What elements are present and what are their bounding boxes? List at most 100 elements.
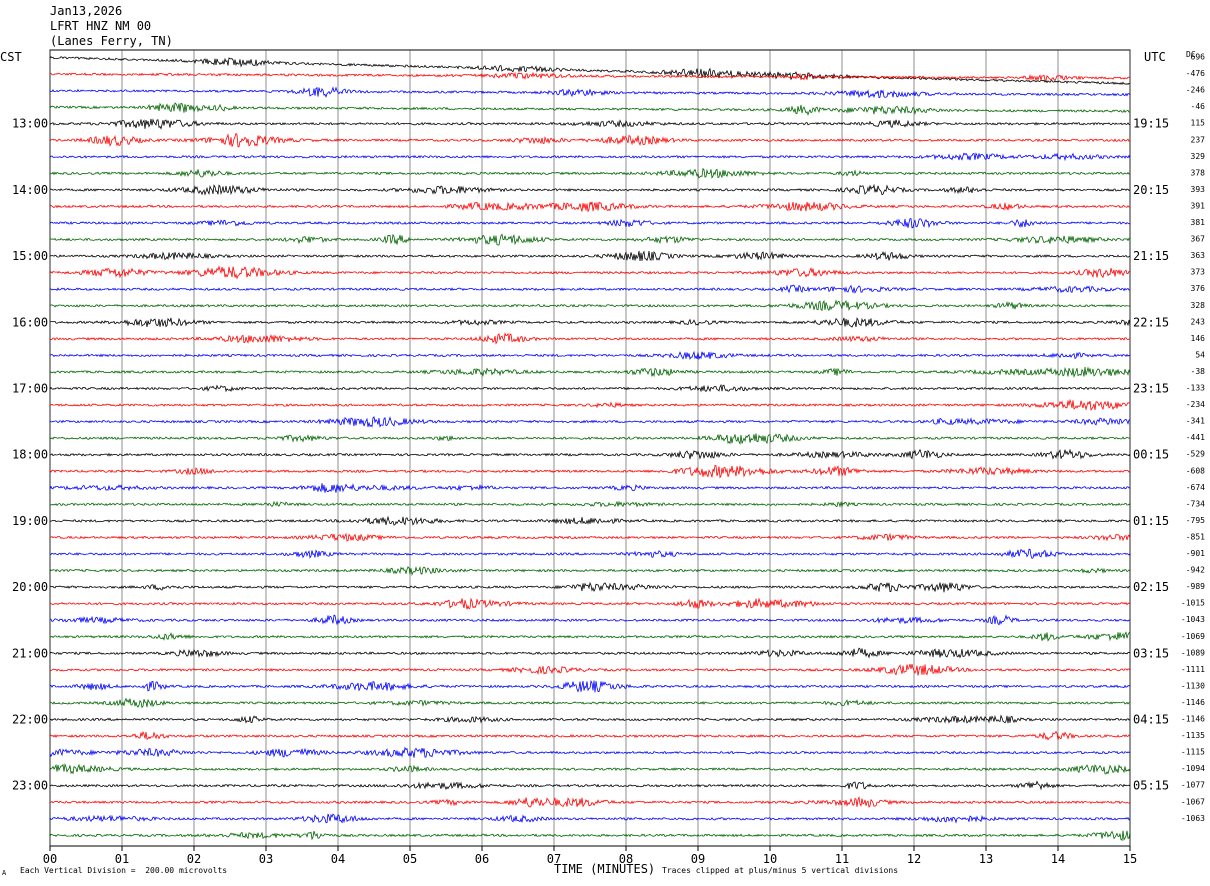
trace-line bbox=[49, 250, 1131, 262]
trace-line bbox=[49, 284, 1131, 294]
trace-line bbox=[49, 631, 1131, 642]
x-tick-label: 12 bbox=[907, 852, 921, 866]
trace-line bbox=[49, 515, 1131, 526]
dc-offset-label: 115 bbox=[1191, 119, 1206, 128]
trace-line bbox=[49, 548, 1131, 559]
dc-offset-label: 146 bbox=[1191, 334, 1206, 343]
dc-offset-label: -1146 bbox=[1181, 698, 1205, 707]
trace-line bbox=[49, 448, 1131, 460]
left-hour-label: 14:00 bbox=[12, 183, 48, 197]
right-hour-label: 20:15 bbox=[1133, 183, 1169, 197]
dc-offset-label: -1043 bbox=[1181, 615, 1205, 624]
dc-offset-label: 381 bbox=[1191, 218, 1206, 227]
dc-offset-label: 391 bbox=[1191, 201, 1206, 210]
x-tick-label: 04 bbox=[331, 852, 345, 866]
trace-line bbox=[49, 697, 1131, 709]
trace-line bbox=[49, 218, 1131, 229]
trace-line bbox=[49, 317, 1131, 328]
trace-line bbox=[49, 813, 1131, 824]
trace-line bbox=[49, 71, 1131, 82]
dc-offset-header: DC bbox=[1186, 50, 1196, 59]
dc-offset-label: 376 bbox=[1191, 284, 1206, 293]
trace-line bbox=[49, 433, 1131, 445]
trace-line bbox=[49, 332, 1131, 345]
left-hour-label: 21:00 bbox=[12, 646, 48, 660]
trace-line bbox=[49, 581, 1131, 593]
trace-line bbox=[49, 780, 1131, 791]
left-hour-label: 13:00 bbox=[12, 117, 48, 131]
trace-line bbox=[49, 762, 1131, 775]
trace-line bbox=[49, 500, 1131, 508]
left-hour-label: 18:00 bbox=[12, 448, 48, 462]
left-hour-label: 22:00 bbox=[12, 713, 48, 727]
dc-offset-label: 243 bbox=[1191, 317, 1206, 326]
left-timezone-label: CST bbox=[0, 50, 22, 64]
dc-offset-label: -341 bbox=[1186, 417, 1205, 426]
dc-offset-label: -901 bbox=[1186, 549, 1205, 558]
trace-line bbox=[49, 464, 1131, 479]
grid bbox=[49, 49, 1131, 851]
x-tick-label: 11 bbox=[835, 852, 849, 866]
station-location: (Lanes Ferry, TN) bbox=[50, 34, 173, 48]
dc-offset-label: -1135 bbox=[1181, 731, 1205, 740]
trace-line bbox=[49, 366, 1131, 379]
trace-line bbox=[49, 183, 1131, 196]
right-hour-label: 04:15 bbox=[1133, 713, 1169, 727]
dc-offset-label: 393 bbox=[1191, 185, 1206, 194]
dc-offset-label: 329 bbox=[1191, 152, 1206, 161]
corner-mark: A bbox=[2, 869, 7, 877]
dc-offset-label: -133 bbox=[1186, 384, 1205, 393]
dc-offset-label: -1111 bbox=[1181, 665, 1205, 674]
dc-offset-label: -1115 bbox=[1181, 748, 1205, 757]
trace-line bbox=[49, 795, 1131, 808]
right-hour-label: 21:15 bbox=[1133, 249, 1169, 263]
trace-line bbox=[49, 730, 1131, 741]
x-tick-label: 02 bbox=[187, 852, 201, 866]
plot-frame bbox=[49, 49, 1131, 847]
dc-offset-label: -1069 bbox=[1181, 632, 1205, 641]
x-tick-label: 15 bbox=[1123, 852, 1137, 866]
trace-line bbox=[49, 118, 1130, 130]
dc-offset-label: -1067 bbox=[1181, 797, 1205, 806]
dc-offset-label: -674 bbox=[1186, 483, 1205, 492]
dc-offset-label: 696 bbox=[1191, 53, 1206, 62]
x-tick-label: 05 bbox=[403, 852, 417, 866]
trace-line bbox=[49, 679, 1131, 693]
x-tick-label: 08 bbox=[619, 852, 633, 866]
dc-offset-label: -46 bbox=[1191, 102, 1206, 111]
left-hour-label: 17:00 bbox=[12, 382, 48, 396]
dc-offset-label: -608 bbox=[1186, 466, 1205, 475]
dc-offset-label: -989 bbox=[1186, 582, 1205, 591]
right-hour-label: 19:15 bbox=[1133, 117, 1169, 131]
dc-offset-label: -1089 bbox=[1181, 648, 1205, 657]
trace-line bbox=[49, 830, 1131, 841]
dc-offset-label: -234 bbox=[1186, 400, 1205, 409]
dc-offset-label: -1015 bbox=[1181, 599, 1205, 608]
x-axis-title: TIME (MINUTES) bbox=[554, 862, 656, 876]
x-tick-label: 07 bbox=[547, 852, 561, 866]
x-tick-label: 09 bbox=[691, 852, 705, 866]
trace-line bbox=[49, 56, 1131, 86]
trace-line bbox=[49, 416, 1131, 428]
trace-line bbox=[49, 132, 1131, 148]
left-hour-label: 19:00 bbox=[12, 514, 48, 528]
right-hour-label: 22:15 bbox=[1133, 315, 1169, 329]
dc-offset-label: -1094 bbox=[1181, 764, 1205, 773]
clip-note: Traces clipped at plus/minus 5 vertical … bbox=[662, 866, 899, 875]
x-tick-label: 03 bbox=[259, 852, 273, 866]
trace-line bbox=[49, 299, 1131, 312]
x-tick-label: 01 bbox=[115, 852, 129, 866]
trace-line bbox=[49, 398, 1131, 411]
trace-line bbox=[49, 483, 1131, 493]
trace-line bbox=[49, 746, 1131, 758]
dc-offset-label: -1063 bbox=[1181, 814, 1205, 823]
dc-offset-label: -38 bbox=[1191, 367, 1206, 376]
dc-offset-label: 373 bbox=[1191, 268, 1206, 277]
dc-offset-label: -734 bbox=[1186, 499, 1205, 508]
dc-offset-label: 237 bbox=[1191, 135, 1206, 144]
dc-offset-label: 367 bbox=[1191, 235, 1206, 244]
trace-line bbox=[49, 201, 1131, 213]
trace-line bbox=[49, 350, 1131, 361]
right-hour-label: 02:15 bbox=[1133, 580, 1169, 594]
